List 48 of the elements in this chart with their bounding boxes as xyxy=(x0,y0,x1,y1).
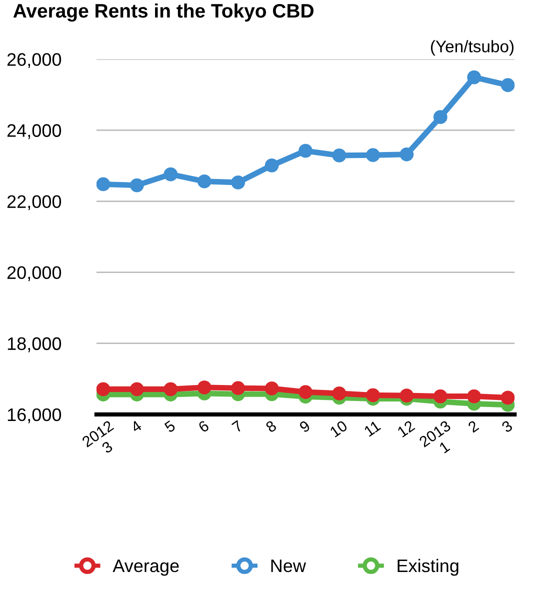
legend-label: Existing xyxy=(398,558,458,576)
point xyxy=(298,385,312,399)
point xyxy=(332,386,346,400)
point xyxy=(164,167,178,182)
point xyxy=(400,147,414,162)
point xyxy=(400,388,414,403)
point xyxy=(164,382,178,396)
text: (Yen/tsubo) xyxy=(430,40,514,56)
point xyxy=(96,177,110,192)
point xyxy=(130,382,144,396)
x-tick-label: 2 xyxy=(467,420,480,433)
y-tick-label: 22,000 xyxy=(7,195,62,210)
x-tick-label: 10 xyxy=(329,420,348,438)
point xyxy=(197,380,212,394)
legend-label: New xyxy=(271,560,306,572)
legend-label: Average xyxy=(112,560,179,576)
y-tick-label: 20,000 xyxy=(7,266,62,282)
point xyxy=(433,389,448,404)
point xyxy=(96,382,110,396)
x-tick-label: 11 xyxy=(364,420,382,437)
point xyxy=(298,144,312,158)
x-tick-label: 7 xyxy=(231,420,244,433)
point xyxy=(264,382,279,396)
point xyxy=(366,388,380,402)
point xyxy=(231,381,246,396)
point xyxy=(467,70,482,84)
point xyxy=(500,390,515,405)
x-tick-label: 5 xyxy=(164,420,176,433)
y-tick-label: 16,000 xyxy=(8,408,62,424)
x-tick-label: 8 xyxy=(265,420,278,433)
x-tick-label: 3 xyxy=(500,420,514,433)
point xyxy=(264,158,279,172)
x-tick-label: 6 xyxy=(198,420,210,433)
y-tick-label: 26,000 xyxy=(7,53,62,68)
y-tick-label: 18,000 xyxy=(8,337,62,352)
point xyxy=(433,110,448,124)
point xyxy=(467,389,482,404)
y-tick-label: 24,000 xyxy=(7,124,62,140)
point xyxy=(197,174,212,188)
chart-title: Average Rents in the Tokyo CBD xyxy=(13,3,314,22)
x-tick-label: 9 xyxy=(298,420,311,433)
point xyxy=(130,178,144,192)
point xyxy=(332,148,346,162)
x-tick-label: 12 xyxy=(396,420,416,438)
x-tick-label: 4 xyxy=(130,420,142,433)
point xyxy=(500,78,515,92)
point xyxy=(366,148,380,162)
point xyxy=(231,176,246,190)
